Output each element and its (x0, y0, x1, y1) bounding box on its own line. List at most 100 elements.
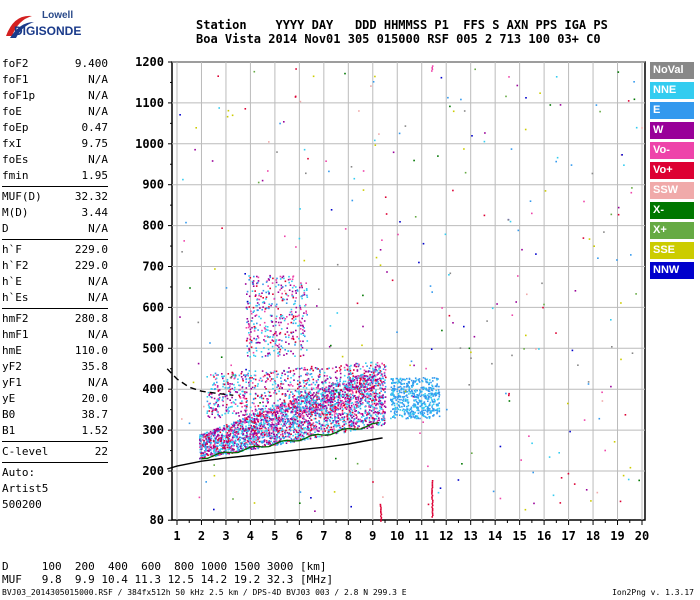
param-name: hmE (2, 344, 22, 357)
distance-row: D 100 200 400 600 800 1000 1500 3000 [km… (2, 560, 327, 573)
param-value: 229.0 (74, 259, 108, 272)
y-tick-label: 1000 (135, 137, 164, 151)
electron-density-profile-line (167, 437, 383, 470)
param-name: foF1p (2, 89, 36, 102)
y-tick-label: 80 (150, 513, 164, 527)
param-row: h`Es N/A (2, 290, 108, 306)
param-name: yF2 (2, 360, 22, 373)
file-info-footer: BVJ03_2014305015000.RSF / 384fx512h 50 k… (2, 588, 407, 597)
scaled-f2-trace (201, 421, 380, 460)
param-value: N/A (88, 291, 108, 304)
param-row: foF1p N/A (2, 88, 108, 104)
y-tick-label: 900 (142, 178, 164, 192)
legend-item: W (650, 122, 694, 139)
divider (2, 186, 108, 187)
param-name: foEp (2, 121, 29, 134)
param-name: foF2 (2, 57, 29, 70)
y-tick-label: 1100 (135, 96, 164, 110)
param-value: N/A (88, 275, 108, 288)
param-value: N/A (88, 153, 108, 166)
param-row: yF1 N/A (2, 375, 108, 391)
param-value: N/A (88, 376, 108, 389)
legend-item: X- (650, 202, 694, 219)
legend-item: NoVal (650, 62, 694, 79)
param-row: hmF2 280.8 (2, 311, 108, 327)
y-tick-label: 600 (142, 300, 164, 314)
param-row: MUF(D) 32.32 (2, 189, 108, 205)
param-name: M(D) (2, 206, 29, 219)
param-value: 1.95 (81, 169, 109, 182)
param-row: h`F2 229.0 (2, 258, 108, 274)
param-name: MUF(D) (2, 190, 42, 203)
param-row: h`F 229.0 (2, 242, 108, 258)
x-tick-label: 4 (247, 529, 254, 543)
x-tick-label: 20 (635, 529, 649, 543)
x-tick-label: 11 (415, 529, 429, 543)
param-name: fxI (2, 137, 22, 150)
param-row: foEp 0.47 (2, 120, 108, 136)
legend-item: Vo+ (650, 162, 694, 179)
legend-item: E (650, 102, 694, 119)
x-tick-label: 7 (320, 529, 327, 543)
x-tick-label: 18 (586, 529, 600, 543)
param-value: N/A (88, 222, 108, 235)
y-tick-label: 1200 (135, 55, 164, 69)
ionogram-header: Station YYYY DAY DDD HHMMSS P1 FFS S AXN… (196, 18, 608, 46)
legend-item: SSW (650, 182, 694, 199)
param-name: C-level (2, 445, 49, 458)
polarization-legend: NoVal NNE E W Vo- Vo+ SSW X- X+ SSE NNW (650, 62, 694, 282)
x-tick-label: 16 (537, 529, 551, 543)
param-name: yF1 (2, 376, 22, 389)
param-value: 20.0 (81, 392, 109, 405)
param-value: 35.8 (81, 360, 109, 373)
legend-item: X+ (650, 222, 694, 239)
param-row: h`E N/A (2, 274, 108, 290)
param-value: 3.44 (81, 206, 109, 219)
param-value: N/A (88, 89, 108, 102)
param-group-profile: hmF2 280.8 hmF1 N/A hmE 110.0 yF2 35.8 yF1 N/A yE 2… (2, 311, 108, 439)
param-row: foE N/A (2, 104, 108, 120)
param-value: 22 (94, 445, 108, 458)
param-row: B0 38.7 (2, 407, 108, 423)
param-name: foE (2, 105, 22, 118)
y-tick-label: 200 (142, 464, 164, 478)
logo-swoosh-icon (6, 15, 34, 38)
autoscaling-text: Auto: (2, 466, 36, 479)
param-name: h`F2 (2, 259, 29, 272)
param-row: foF2 9.400 (2, 56, 108, 72)
x-tick-label: 8 (345, 529, 352, 543)
param-row: fmin 1.95 (2, 168, 108, 184)
muf-row: MUF 9.8 9.9 10.4 11.3 12.5 14.2 19.2 32.… (2, 573, 334, 586)
param-value: N/A (88, 73, 108, 86)
y-tick-label: 300 (142, 423, 164, 437)
param-value: 0.47 (81, 121, 109, 134)
param-value: 229.0 (74, 243, 108, 256)
logo-text-digisonde: DIGISONDE (14, 24, 82, 38)
param-row: foEs N/A (2, 152, 108, 168)
param-name: h`F (2, 243, 22, 256)
x-tick-label: 19 (610, 529, 624, 543)
param-row: yF2 35.8 (2, 359, 108, 375)
param-name: h`E (2, 275, 22, 288)
param-group-autoscaling: Auto: Artist5 500200 (2, 465, 108, 513)
param-value: 32.32 (74, 190, 108, 203)
x-tick-label: 2 (198, 529, 205, 543)
param-row: yE 20.0 (2, 391, 108, 407)
param-group-muf: MUF(D) 32.32 M(D) 3.44 D N/A (2, 189, 108, 237)
divider (2, 308, 108, 309)
y-tick-label: 700 (142, 260, 164, 274)
param-row: C-level 22 (2, 444, 108, 460)
logo-text-lowell: Lowell (42, 10, 74, 21)
header-field-names: Station YYYY DAY DDD HHMMSS P1 FFS S AXN… (196, 18, 608, 32)
param-value: N/A (88, 328, 108, 341)
x-tick-label: 13 (463, 529, 477, 543)
divider (2, 462, 108, 463)
x-tick-label: 5 (271, 529, 278, 543)
param-row: hmF1 N/A (2, 327, 108, 343)
y-tick-label: 500 (142, 341, 164, 355)
param-group-critical-frequencies: foF2 9.400 foF1 N/A foF1p N/A foE N/A foEp 0.47 fx… (2, 56, 108, 184)
x-tick-label: 1 (173, 529, 180, 543)
param-value: 280.8 (74, 312, 108, 325)
param-name: fmin (2, 169, 29, 182)
